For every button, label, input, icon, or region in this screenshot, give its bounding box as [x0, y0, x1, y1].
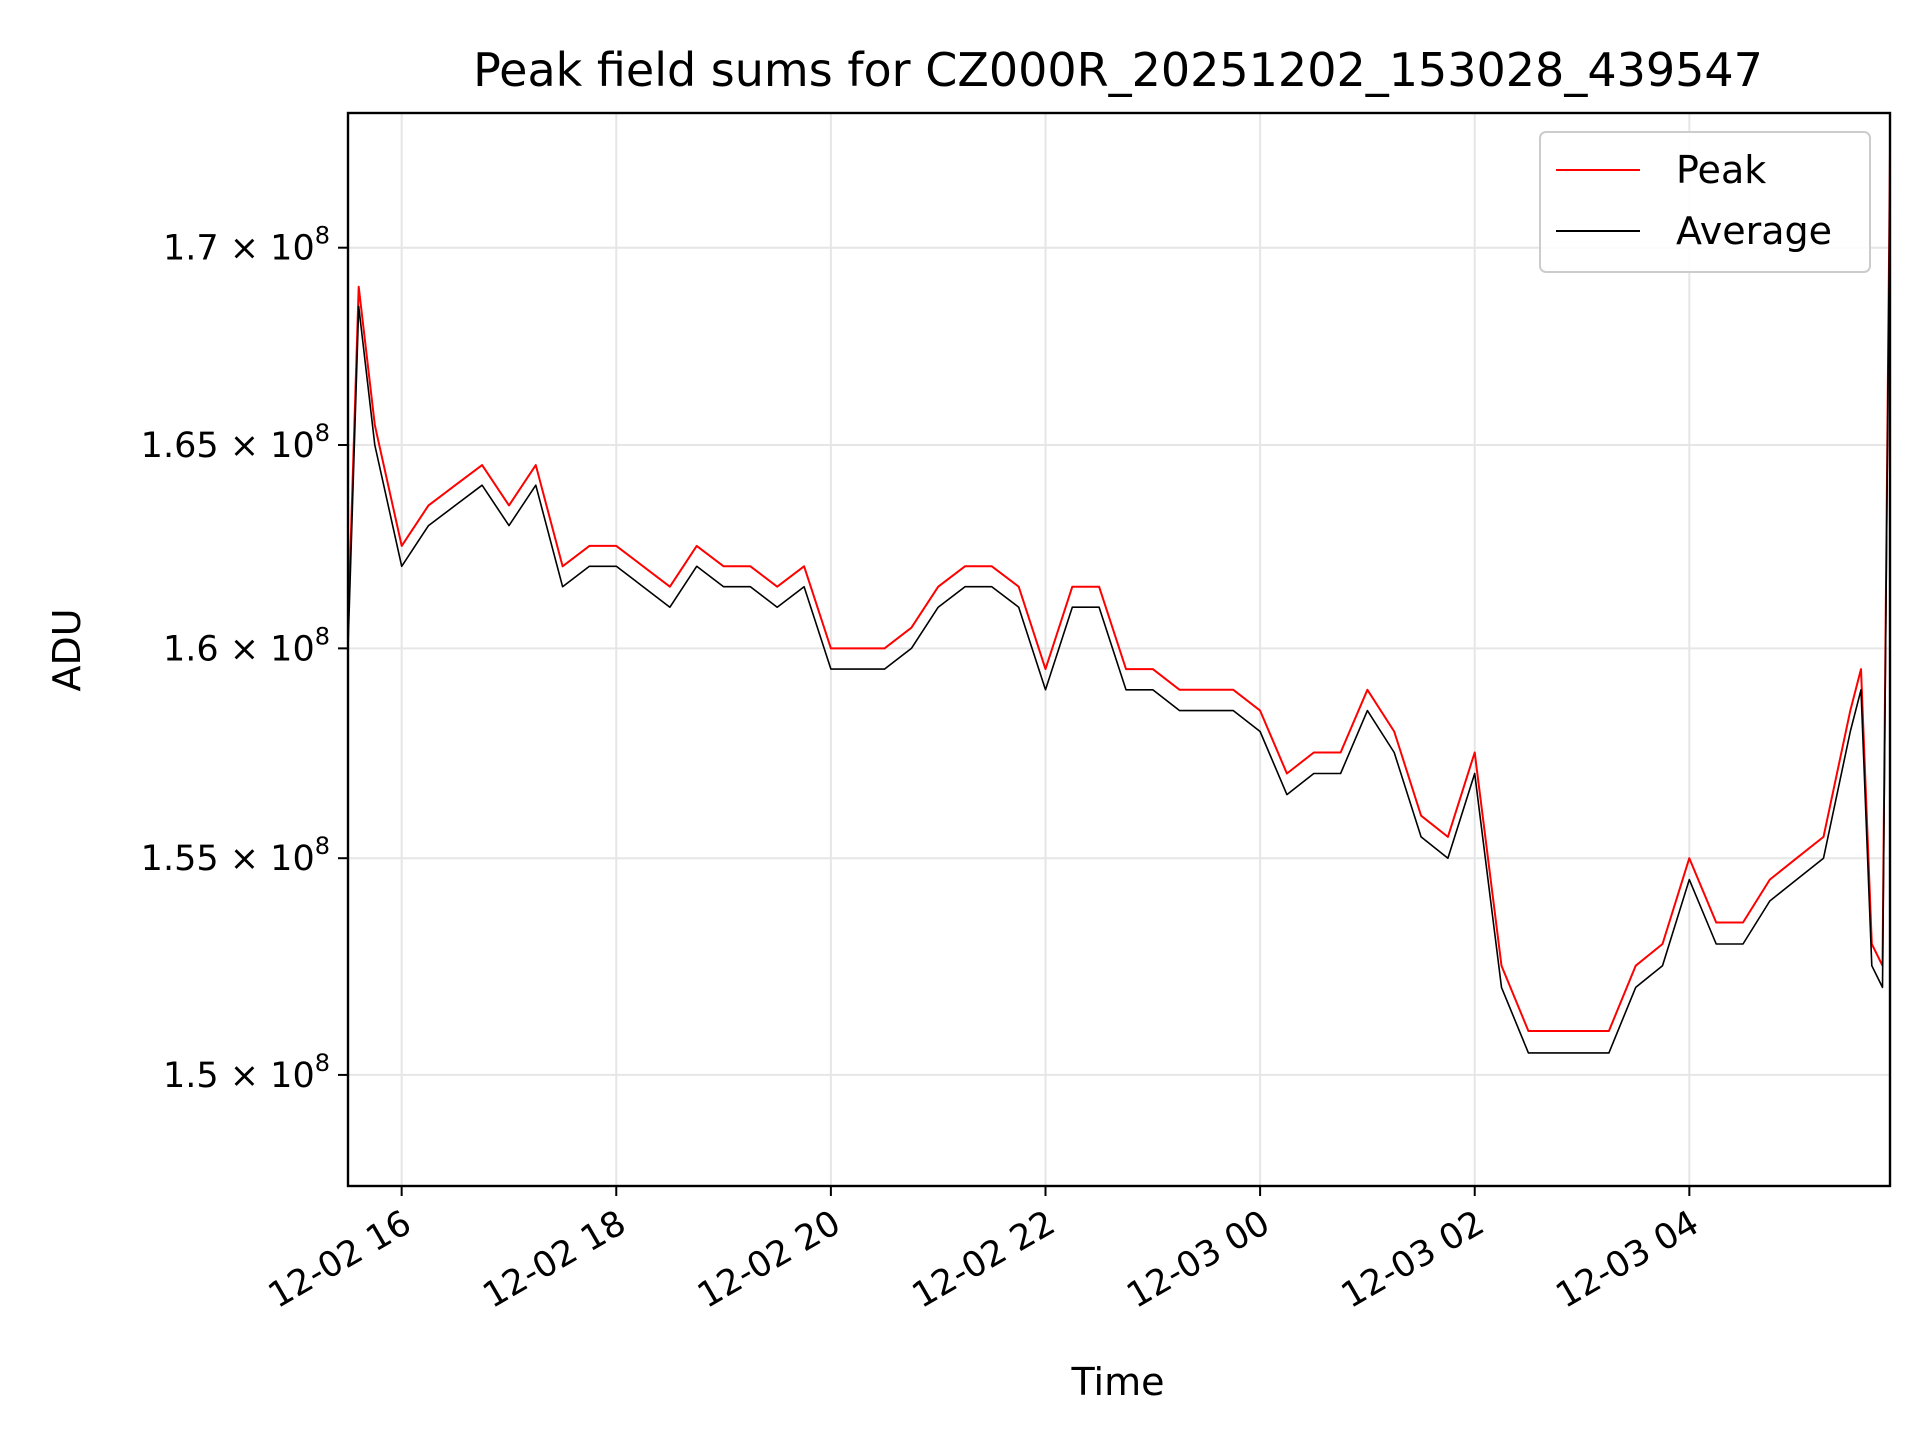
y-tick-label: 1.5 × 108: [163, 1049, 330, 1096]
series-group: [348, 151, 1890, 1054]
y-tick-label: 1.55 × 108: [141, 832, 330, 879]
legend: Peak Average: [1539, 131, 1871, 273]
y-tick-label: 1.7 × 108: [163, 222, 330, 269]
series-line-average: [348, 170, 1890, 1054]
legend-label: Average: [1676, 209, 1832, 253]
plot-frame: [346, 111, 1892, 1188]
chart-title: Peak field sums for CZ000R_20251202_1530…: [473, 43, 1763, 97]
y-tick: 1.55 × 108: [141, 832, 348, 879]
y-tick: 1.7 × 108: [163, 222, 348, 269]
x-axis-label: Time: [1071, 1360, 1165, 1404]
y-axis-ticks: 1.5 × 108 1.55 × 108 1.6 × 108 1.65 × 108 1.…: [141, 222, 348, 1096]
y-tick: 1.65 × 108: [141, 419, 348, 466]
y-axis-label: ADU: [45, 608, 89, 691]
legend-box: [1539, 131, 1871, 273]
legend-item-peak: Peak: [1556, 148, 1766, 192]
y-tick: 1.6 × 108: [163, 622, 348, 669]
y-tick-label: 1.6 × 108: [163, 622, 330, 669]
y-tick-label: 1.65 × 108: [141, 419, 330, 466]
y-tick: 1.5 × 108: [163, 1049, 348, 1096]
series-line-peak: [348, 151, 1890, 1032]
legend-label: Peak: [1676, 148, 1766, 192]
legend-item-average: Average: [1556, 209, 1832, 253]
